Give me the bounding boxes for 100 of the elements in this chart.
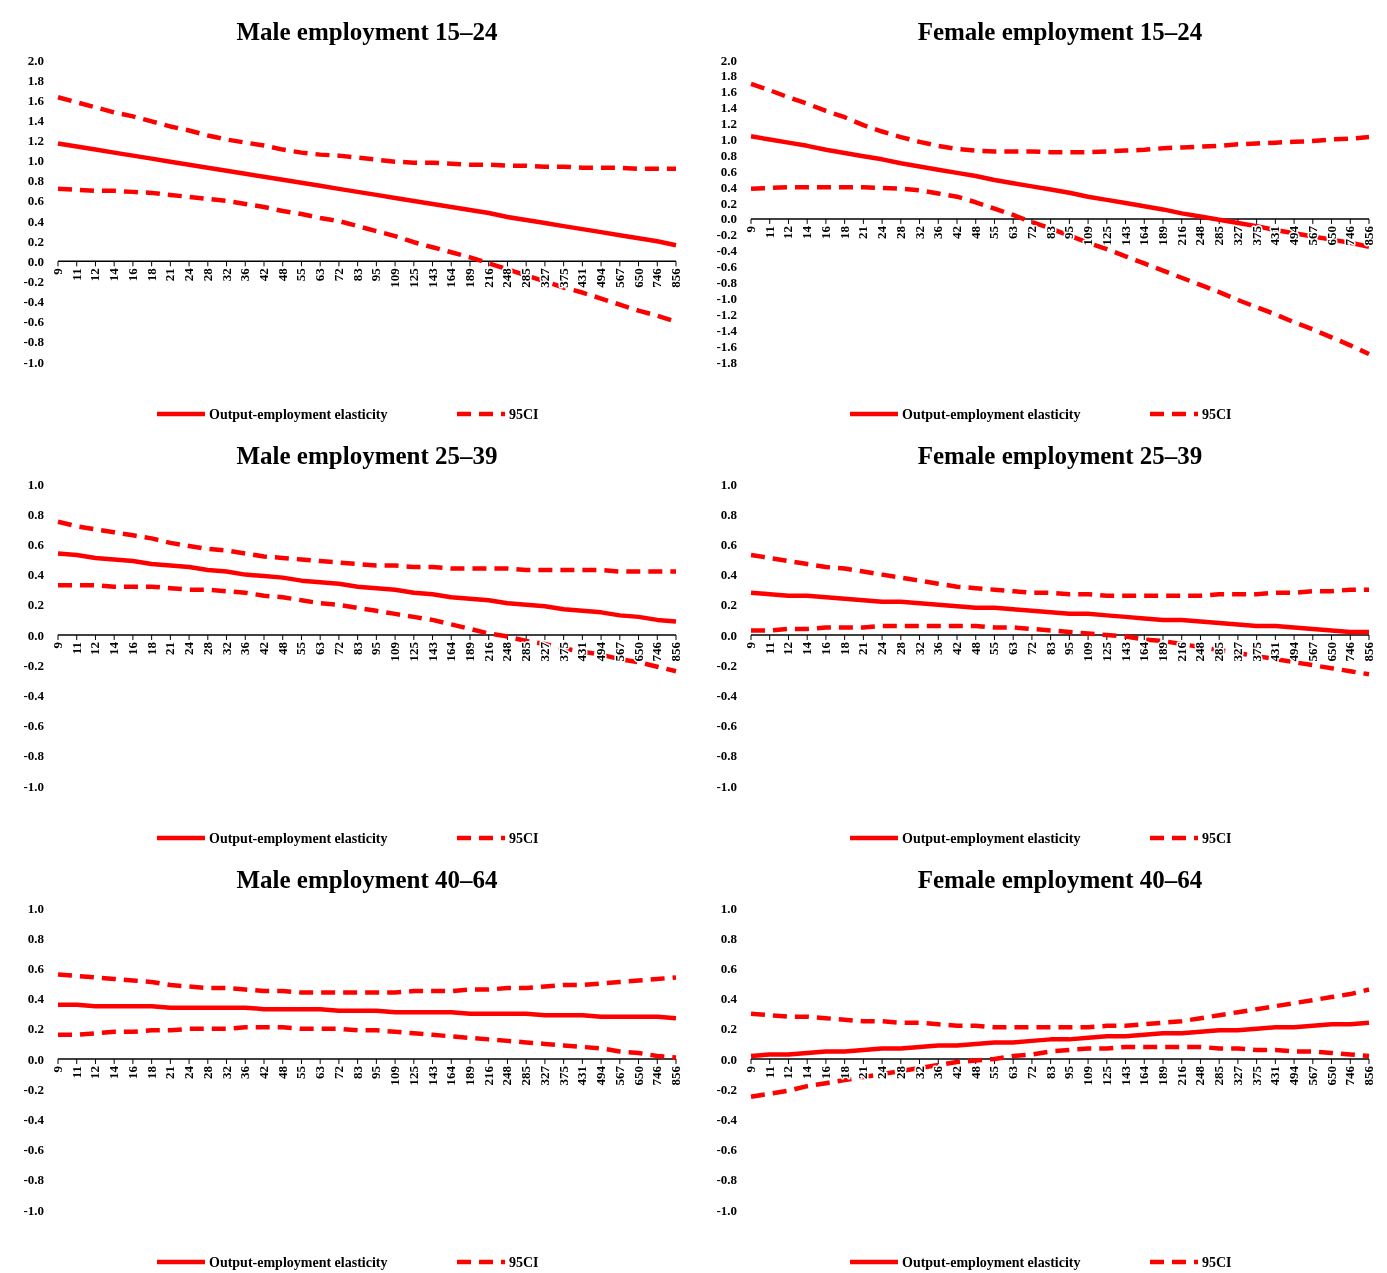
x-tick-label: 494 xyxy=(1286,1065,1302,1086)
y-tick-label: 0.0 xyxy=(720,1051,737,1067)
x-tick-label: 24 xyxy=(181,1065,197,1079)
x-tick-label: 494 xyxy=(593,1065,609,1086)
x-tick-label: 32 xyxy=(218,1066,234,1079)
x-tick-label: 125 xyxy=(405,267,421,288)
y-tick-label: 0.6 xyxy=(27,960,45,976)
y-tick-label: 1.6 xyxy=(720,84,738,100)
x-tick-label: 189 xyxy=(462,1065,477,1086)
x-tick-label: 63 xyxy=(1005,1065,1021,1079)
y-tick-label: 1.4 xyxy=(720,100,738,116)
x-tick-label: 125 xyxy=(405,641,421,662)
x-tick-label: 856 xyxy=(668,267,683,288)
x-tick-label: 143 xyxy=(424,267,440,288)
y-tick-label: 0.2 xyxy=(720,195,737,211)
y-tick-label: 0.2 xyxy=(27,597,44,613)
x-tick-label: 55 xyxy=(986,641,1002,655)
x-tick-label: 83 xyxy=(1042,1065,1058,1079)
x-tick-label: 32 xyxy=(911,1066,927,1079)
y-tick-label: 0.4 xyxy=(720,567,738,583)
legend-label: 95CI xyxy=(509,830,539,846)
x-tick-label: 164 xyxy=(443,1065,459,1086)
y-tick-label: 1.0 xyxy=(27,900,44,916)
y-tick-label: -0.6 xyxy=(716,1142,738,1158)
x-tick-label: 248 xyxy=(1192,641,1208,662)
x-tick-label: 18 xyxy=(143,1065,159,1079)
x-tick-label: 125 xyxy=(405,1065,421,1086)
y-tick-label: 0.6 xyxy=(720,163,738,179)
y-tick-label: 0.6 xyxy=(27,193,45,209)
y-tick-label: -0.2 xyxy=(716,1081,737,1097)
x-tick-label: 14 xyxy=(106,641,122,655)
x-tick-label: 32 xyxy=(911,225,927,239)
x-tick-label: 48 xyxy=(967,225,983,239)
x-tick-label: 63 xyxy=(1005,225,1021,239)
x-tick-label: 21 xyxy=(855,642,871,655)
x-tick-label: 248 xyxy=(499,641,515,662)
x-tick-label: 567 xyxy=(611,267,627,288)
x-tick-label: 28 xyxy=(892,1065,908,1079)
x-tick-label: 164 xyxy=(443,641,459,662)
x-tick-label: 16 xyxy=(124,1065,140,1079)
line-series xyxy=(748,623,1372,677)
x-tick-label: 36 xyxy=(930,1065,946,1079)
x-tick-label: 16 xyxy=(124,641,140,655)
x-tick-label: 9 xyxy=(50,267,65,275)
x-tick-label: 9 xyxy=(50,641,65,649)
x-tick-label: 431 xyxy=(574,642,590,662)
x-tick-label: 32 xyxy=(218,268,234,282)
x-tick-label: 189 xyxy=(462,267,477,288)
x-tick-label: 12 xyxy=(780,642,796,655)
y-tick-label: -0.6 xyxy=(23,1142,45,1158)
x-tick-label: 567 xyxy=(611,1065,627,1086)
y-tick-label: -0.8 xyxy=(23,748,45,764)
x-tick-label: 650 xyxy=(1323,225,1339,246)
x-tick-label: 12 xyxy=(87,642,103,655)
x-tick-label: 24 xyxy=(874,641,890,655)
x-tick-label: 9 xyxy=(743,641,758,649)
x-tick-label: 375 xyxy=(1248,225,1264,246)
y-tick-label: -0.6 xyxy=(23,314,45,330)
x-tick-label: 16 xyxy=(817,225,833,239)
x-tick-label: 327 xyxy=(536,641,552,662)
y-tick-label: 0.8 xyxy=(720,930,738,946)
x-tick-label: 9 xyxy=(743,1065,758,1073)
y-tick-label: -0.6 xyxy=(23,718,45,734)
chart-title: Male employment 25–39 xyxy=(236,442,498,469)
x-tick-label: 285 xyxy=(1211,225,1227,246)
x-tick-label: 28 xyxy=(892,641,908,655)
legend-label: 95CI xyxy=(1202,1254,1232,1270)
x-tick-label: 48 xyxy=(967,641,983,655)
x-tick-label: 95 xyxy=(1061,641,1077,655)
x-tick-label: 164 xyxy=(443,267,459,288)
y-tick-label: -1.0 xyxy=(716,1202,737,1218)
x-tick-label: 494 xyxy=(1286,225,1302,246)
x-tick-label: 11 xyxy=(68,1066,84,1079)
chart-title: Female employment 25–39 xyxy=(917,442,1203,469)
x-tick-label: 11 xyxy=(68,642,84,655)
x-tick-label: 83 xyxy=(349,1065,365,1079)
line-series xyxy=(55,95,679,171)
x-tick-label: 95 xyxy=(1061,225,1077,239)
x-tick-label: 14 xyxy=(799,225,815,239)
x-tick-label: 12 xyxy=(87,268,103,282)
x-tick-label: 24 xyxy=(181,267,197,282)
x-tick-label: 431 xyxy=(574,268,590,288)
x-tick-label: 650 xyxy=(630,642,646,662)
x-tick-label: 248 xyxy=(1192,225,1208,246)
x-tick-label: 109 xyxy=(1080,1065,1096,1086)
x-tick-label: 83 xyxy=(1042,641,1058,655)
y-tick-label: 0.6 xyxy=(27,536,45,552)
x-tick-label: 327 xyxy=(1229,641,1245,662)
x-tick-label: 14 xyxy=(106,1065,122,1079)
x-tick-label: 72 xyxy=(1023,642,1039,655)
y-tick-label: 0.4 xyxy=(27,991,45,1007)
y-tick-label: -0.8 xyxy=(716,748,738,764)
x-tick-label: 14 xyxy=(799,1065,815,1079)
x-tick-label: 16 xyxy=(817,641,833,655)
x-tick-label: 14 xyxy=(106,267,122,282)
x-tick-label: 109 xyxy=(1080,641,1096,662)
y-tick-label: 1.4 xyxy=(27,112,45,128)
y-tick-label: -0.6 xyxy=(716,259,738,275)
legend-label: Output-employment elasticity xyxy=(902,406,1081,422)
x-tick-label: 83 xyxy=(349,267,365,282)
